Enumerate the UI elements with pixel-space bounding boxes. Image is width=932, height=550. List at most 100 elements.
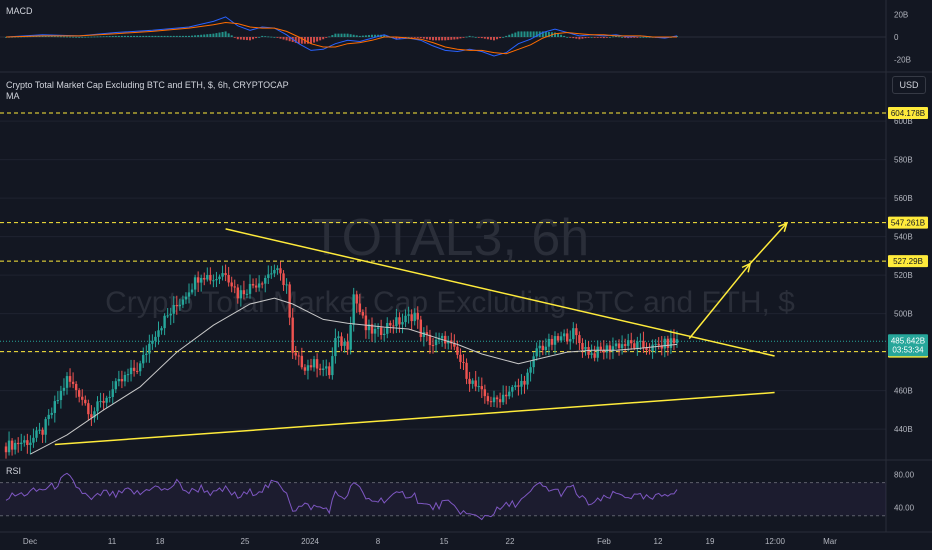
candle-body[interactable] xyxy=(148,343,151,354)
candle-body[interactable] xyxy=(206,274,209,280)
candle-body[interactable] xyxy=(349,324,352,350)
candle-body[interactable] xyxy=(517,385,520,387)
candle-body[interactable] xyxy=(62,387,66,391)
candle-body[interactable] xyxy=(501,394,505,403)
candle-body[interactable] xyxy=(309,365,313,368)
candle-body[interactable] xyxy=(328,366,331,376)
candle-body[interactable] xyxy=(535,348,538,357)
candle-body[interactable] xyxy=(459,354,462,362)
candle-body[interactable] xyxy=(163,315,166,329)
candle-body[interactable] xyxy=(416,312,419,320)
candles[interactable] xyxy=(4,261,679,459)
candle-body[interactable] xyxy=(325,366,328,369)
time-axis-tick[interactable]: 12:00 xyxy=(765,537,786,546)
candle-body[interactable] xyxy=(120,379,124,382)
candle-body[interactable] xyxy=(620,344,624,349)
candle-body[interactable] xyxy=(642,340,645,348)
candle-body[interactable] xyxy=(26,440,29,446)
candle-body[interactable] xyxy=(291,317,294,353)
candle-body[interactable] xyxy=(135,370,139,372)
time-axis-tick[interactable]: 12 xyxy=(654,537,663,546)
candle-body[interactable] xyxy=(261,283,264,285)
candle-body[interactable] xyxy=(379,327,383,336)
candle-body[interactable] xyxy=(44,419,47,435)
ma-label[interactable]: MA xyxy=(6,91,20,101)
candle-body[interactable] xyxy=(111,389,114,397)
candle-body[interactable] xyxy=(413,312,416,322)
candle-body[interactable] xyxy=(492,397,496,403)
candle-body[interactable] xyxy=(480,386,483,390)
candle-body[interactable] xyxy=(498,399,502,403)
time-axis-tick[interactable]: 2024 xyxy=(301,537,319,546)
candle-body[interactable] xyxy=(181,299,185,305)
candle-body[interactable] xyxy=(257,283,261,288)
candle-body[interactable] xyxy=(93,411,96,418)
candle-body[interactable] xyxy=(276,268,279,270)
price-pane[interactable] xyxy=(0,112,886,459)
candle-body[interactable] xyxy=(10,440,14,450)
candle-body[interactable] xyxy=(65,376,69,388)
candle-body[interactable] xyxy=(602,349,605,353)
candle-body[interactable] xyxy=(17,442,20,445)
candle-body[interactable] xyxy=(178,304,182,307)
candle-body[interactable] xyxy=(68,376,72,382)
candle-body[interactable] xyxy=(532,356,535,368)
candle-body[interactable] xyxy=(145,353,148,355)
candle-body[interactable] xyxy=(434,339,438,346)
candle-body[interactable] xyxy=(389,322,392,326)
level-tag[interactable] xyxy=(888,255,928,268)
candle-body[interactable] xyxy=(419,319,422,337)
candle-body[interactable] xyxy=(361,312,365,316)
candle-body[interactable] xyxy=(358,303,361,313)
candle-body[interactable] xyxy=(526,372,529,385)
candle-body[interactable] xyxy=(617,343,621,349)
drawing-annotations[interactable] xyxy=(54,221,788,446)
rsi-axis-tick[interactable]: 40.00 xyxy=(894,503,915,512)
candle-body[interactable] xyxy=(505,394,508,397)
candle-body[interactable] xyxy=(569,339,572,342)
candle-body[interactable] xyxy=(465,362,468,379)
candle-body[interactable] xyxy=(126,374,130,376)
candle-body[interactable] xyxy=(666,338,670,348)
candle-body[interactable] xyxy=(151,340,154,344)
ma-line[interactable] xyxy=(30,297,678,455)
candle-body[interactable] xyxy=(300,355,304,368)
candle-body[interactable] xyxy=(99,401,102,403)
current-price-tag[interactable] xyxy=(888,334,928,357)
candle-body[interactable] xyxy=(331,356,334,376)
price-axis-tick[interactable]: 440B xyxy=(894,425,913,434)
candle-body[interactable] xyxy=(203,277,206,280)
currency-button[interactable]: USD xyxy=(892,76,926,94)
candle-body[interactable] xyxy=(334,338,337,357)
candle-body[interactable] xyxy=(672,338,676,344)
candle-body[interactable] xyxy=(142,354,145,364)
time-axis[interactable]: Dec 11 18 25 2024 8 15 22 Feb 12 19 12:00 Mar xyxy=(23,537,837,546)
candle-body[interactable] xyxy=(267,274,270,278)
candle-body[interactable] xyxy=(352,294,355,325)
candle-body[interactable] xyxy=(495,397,499,400)
candle-body[interactable] xyxy=(562,333,566,337)
macd-axis-tick[interactable]: 20B xyxy=(894,11,908,20)
time-axis-tick[interactable]: 18 xyxy=(156,537,165,546)
candle-body[interactable] xyxy=(248,283,252,294)
price-axis-tick[interactable]: 540B xyxy=(894,233,913,242)
candle-body[interactable] xyxy=(523,380,526,385)
candle-body[interactable] xyxy=(87,403,90,415)
candle-body[interactable] xyxy=(279,268,282,274)
candle-body[interactable] xyxy=(550,338,554,345)
candle-body[interactable] xyxy=(81,396,84,400)
candle-body[interactable] xyxy=(559,336,563,341)
candle-body[interactable] xyxy=(410,314,413,322)
candle-body[interactable] xyxy=(242,290,246,295)
candle-body[interactable] xyxy=(566,333,569,342)
candle-body[interactable] xyxy=(218,276,221,280)
candle-body[interactable] xyxy=(444,335,447,344)
projection-arrow-1[interactable] xyxy=(688,263,751,340)
candle-body[interactable] xyxy=(187,292,191,297)
candle-body[interactable] xyxy=(169,313,172,316)
candle-body[interactable] xyxy=(544,346,548,351)
candle-body[interactable] xyxy=(590,353,593,355)
candle-body[interactable] xyxy=(236,287,239,299)
candle-body[interactable] xyxy=(285,284,288,286)
